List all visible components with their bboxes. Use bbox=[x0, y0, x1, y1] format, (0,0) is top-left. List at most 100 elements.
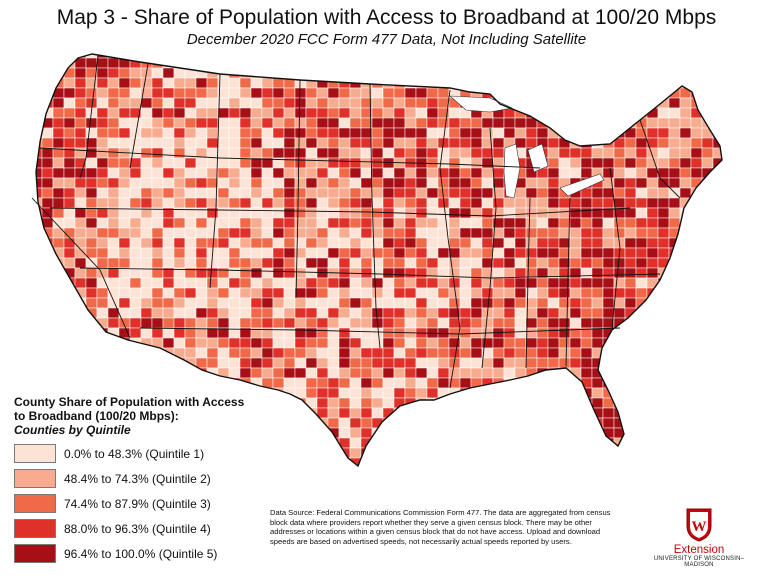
county-cell bbox=[162, 107, 175, 119]
county-cell bbox=[712, 207, 722, 219]
county-cell bbox=[525, 437, 538, 449]
county-cell bbox=[580, 277, 593, 289]
county-cell bbox=[735, 158, 746, 168]
county-cell bbox=[646, 387, 659, 399]
county-cell bbox=[470, 77, 483, 89]
county-cell bbox=[536, 457, 549, 466]
county-cell bbox=[613, 257, 626, 269]
county-cell bbox=[85, 54, 98, 59]
county-cell bbox=[393, 117, 406, 129]
county-cell bbox=[415, 107, 428, 119]
county-cell bbox=[746, 78, 757, 88]
county-cell bbox=[580, 67, 593, 79]
county-cell bbox=[206, 107, 219, 119]
county-cell bbox=[569, 117, 582, 129]
county-cell bbox=[690, 337, 703, 349]
county-cell bbox=[206, 137, 219, 149]
county-cell bbox=[85, 117, 98, 129]
map-legend: County Share of Population with Access t… bbox=[14, 395, 254, 566]
county-cell bbox=[757, 268, 760, 278]
county-cell bbox=[250, 177, 263, 189]
county-cell bbox=[735, 308, 746, 318]
county-cell bbox=[272, 277, 285, 289]
county-cell bbox=[724, 268, 735, 278]
county-cell bbox=[195, 287, 208, 299]
county-cell bbox=[372, 468, 383, 478]
county-cell bbox=[713, 498, 724, 508]
county-cell bbox=[36, 377, 43, 389]
county-cell bbox=[52, 237, 65, 249]
county-cell bbox=[338, 67, 351, 79]
county-cell bbox=[393, 247, 406, 259]
county-cell bbox=[690, 227, 703, 239]
county-cell bbox=[514, 247, 527, 259]
county-cell bbox=[547, 377, 560, 389]
county-cell bbox=[129, 227, 142, 239]
county-cell bbox=[701, 457, 714, 466]
county-cell bbox=[250, 227, 263, 239]
county-cell bbox=[382, 377, 395, 389]
county-cell bbox=[701, 267, 714, 279]
county-cell bbox=[140, 267, 153, 279]
county-cell bbox=[107, 57, 120, 69]
county-cell bbox=[129, 187, 142, 199]
county-cell bbox=[746, 388, 757, 398]
county-cell bbox=[382, 147, 395, 159]
county-cell bbox=[151, 137, 164, 149]
county-cell bbox=[547, 337, 560, 349]
county-cell bbox=[624, 257, 637, 269]
county-cell bbox=[470, 367, 483, 379]
county-cell bbox=[184, 107, 197, 119]
county-cell bbox=[250, 87, 263, 99]
county-cell bbox=[316, 397, 329, 409]
county-cell bbox=[327, 447, 340, 459]
county-cell bbox=[239, 217, 252, 229]
county-cell bbox=[349, 97, 362, 109]
county-cell bbox=[305, 347, 318, 359]
county-cell bbox=[129, 177, 142, 189]
county-cell bbox=[448, 317, 461, 329]
county-cell bbox=[757, 248, 760, 258]
county-cell bbox=[327, 227, 340, 239]
county-cell bbox=[690, 77, 703, 89]
county-cell bbox=[20, 188, 31, 198]
county-cell bbox=[657, 187, 670, 199]
county-cell bbox=[481, 177, 494, 189]
county-cell bbox=[173, 327, 186, 339]
county-cell bbox=[690, 197, 703, 209]
county-cell bbox=[481, 447, 494, 459]
county-cell bbox=[228, 207, 241, 219]
county-cell bbox=[162, 187, 175, 199]
county-cell bbox=[713, 488, 724, 498]
county-cell bbox=[536, 377, 549, 389]
county-cell bbox=[548, 478, 559, 488]
county-cell bbox=[239, 317, 252, 329]
county-cell bbox=[635, 177, 648, 189]
county-cell bbox=[63, 77, 76, 89]
county-cell bbox=[272, 317, 285, 329]
county-cell bbox=[724, 58, 735, 68]
county-cell bbox=[591, 77, 604, 89]
county-cell bbox=[162, 277, 175, 289]
county-cell bbox=[482, 468, 493, 478]
county-cell bbox=[272, 367, 285, 379]
county-cell bbox=[735, 88, 746, 98]
county-cell bbox=[624, 307, 637, 319]
county-cell bbox=[712, 327, 722, 339]
county-cell bbox=[316, 167, 329, 179]
county-cell bbox=[140, 77, 153, 89]
county-cell bbox=[503, 357, 516, 369]
county-cell bbox=[327, 107, 340, 119]
county-cell bbox=[481, 187, 494, 199]
county-cell bbox=[283, 367, 296, 379]
county-cell bbox=[470, 237, 483, 249]
county-cell bbox=[217, 217, 230, 229]
county-cell bbox=[459, 297, 472, 309]
county-cell bbox=[118, 217, 131, 229]
county-cell bbox=[52, 277, 65, 289]
county-cell bbox=[724, 278, 735, 288]
county-cell bbox=[228, 227, 241, 239]
county-cell bbox=[757, 208, 760, 218]
county-cell bbox=[437, 437, 450, 449]
county-cell bbox=[558, 357, 571, 369]
